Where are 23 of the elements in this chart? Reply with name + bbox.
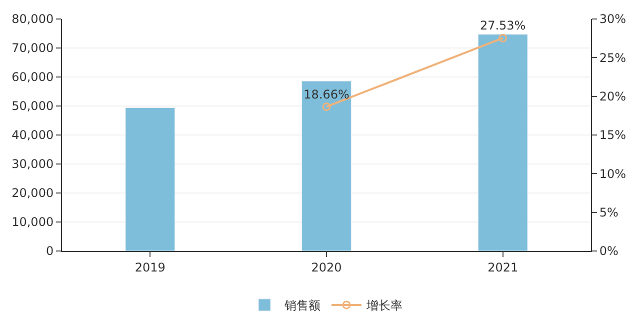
y2-tick-label: 5% <box>599 206 618 220</box>
y-tick-label: 70,000 <box>12 41 54 56</box>
x-tick-label: 2021 <box>488 260 518 274</box>
y2-tick-label: 30% <box>599 12 626 26</box>
y-tick-label: 10,000 <box>12 215 54 230</box>
y2-tick-label: 10% <box>599 166 626 181</box>
y2-tick-label: 15% <box>599 128 626 142</box>
x-tick-label: 2020 <box>311 260 342 274</box>
y-tick-label: 0 <box>46 244 54 258</box>
y2-tick-label: 0% <box>599 244 618 258</box>
y-tick-label: 50,000 <box>12 99 54 114</box>
y-tick-label: 20,000 <box>12 186 54 200</box>
data-label: 27.53% <box>480 18 526 33</box>
legend-label: 销售额 <box>284 298 320 313</box>
y2-tick-label: 25% <box>599 50 626 65</box>
y-tick-label: 30,000 <box>12 157 54 172</box>
x-tick-label: 2019 <box>134 260 166 274</box>
y-tick-label: 60,000 <box>12 70 54 84</box>
y2-tick-label: 20% <box>599 90 626 104</box>
legend-label: 增长率 <box>366 298 402 313</box>
y-tick-label: 80,000 <box>12 12 54 26</box>
data-label: 18.66% <box>304 87 350 102</box>
y-tick-label: 40,000 <box>12 128 54 142</box>
